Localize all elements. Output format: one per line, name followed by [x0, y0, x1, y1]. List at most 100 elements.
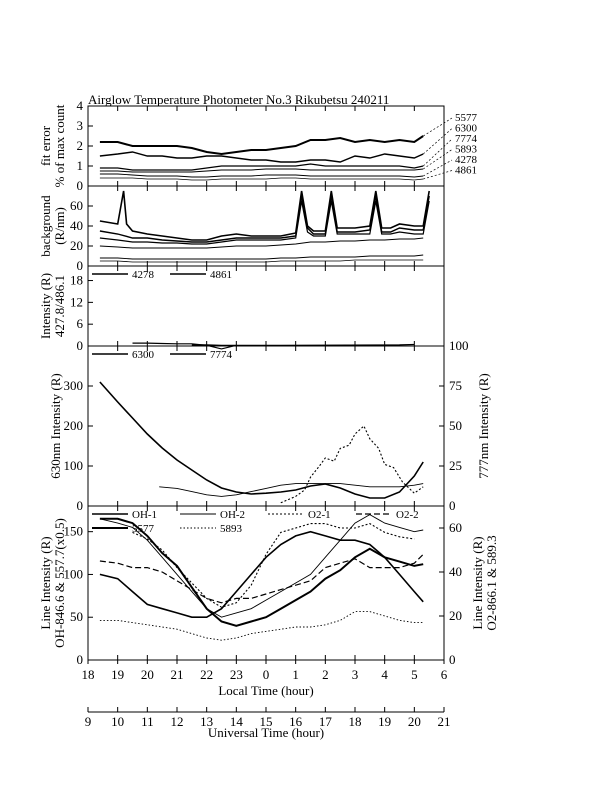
ut-tick-label: 13 — [200, 714, 213, 729]
series-line-6300 — [99, 381, 424, 499]
callout-label: 4278 — [455, 154, 478, 166]
y-right-tick-label: 75 — [449, 378, 462, 393]
y-tick-label: 18 — [70, 273, 83, 288]
ut-tick-label: 20 — [408, 714, 421, 729]
y-tick-label: 60 — [70, 198, 83, 213]
y-right-axis-label: 777nm Intensity (R) — [476, 373, 491, 478]
series-line-7774 — [99, 163, 424, 171]
legend-label: 4861 — [210, 269, 232, 281]
series-line-4278 — [99, 173, 424, 178]
series-line-6300 — [99, 195, 430, 243]
legend-label: OH-2 — [220, 509, 245, 521]
y-axis-label: Intensity (R) — [38, 273, 53, 339]
local-tick-label: 3 — [352, 667, 359, 682]
y-right-axis-label: Line Intensity (R) — [470, 536, 485, 629]
local-tick-label: 21 — [171, 667, 184, 682]
y-tick-label: 200 — [64, 418, 84, 433]
callout-leader — [423, 117, 453, 137]
legend-label: O2-2 — [396, 509, 419, 521]
series-line-o2-1 — [132, 523, 415, 608]
y-tick-label: 6 — [77, 316, 84, 331]
y-tick-label: 0 — [77, 652, 84, 667]
y-tick-label: 1 — [77, 158, 84, 173]
y-axis-label: 427.8/486.1 — [52, 275, 67, 337]
local-tick-label: 1 — [292, 667, 299, 682]
series-line-4861 — [191, 343, 415, 346]
series-line-o2-1 — [280, 425, 424, 504]
y-axis-label: background — [38, 195, 53, 257]
y-tick-label: 0 — [77, 498, 84, 513]
local-tick-label: 22 — [200, 667, 213, 682]
y-right-tick-label: 60 — [449, 520, 462, 535]
y-tick-label: 100 — [64, 566, 84, 581]
ut-tick-label: 18 — [349, 714, 362, 729]
local-tick-label: 4 — [381, 667, 388, 682]
ut-tick-label: 19 — [378, 714, 391, 729]
local-tick-label: 18 — [82, 667, 95, 682]
y-tick-label: 20 — [70, 238, 83, 253]
legend-label: 5893 — [220, 523, 243, 535]
callout-label: 4861 — [455, 165, 477, 177]
local-time-axis-label: Local Time (hour) — [218, 683, 313, 698]
legend-label: 4278 — [132, 269, 155, 281]
series-line-4861 — [99, 177, 424, 181]
y-right-tick-label: 50 — [449, 418, 462, 433]
y-axis-label: 630nm Intensity (R) — [48, 373, 63, 478]
y-tick-label: 2 — [77, 138, 84, 153]
figure-title: Airglow Temperature Photometer No.3 Riku… — [88, 92, 389, 107]
callout-leader — [423, 170, 453, 180]
y-tick-label: 40 — [70, 218, 83, 233]
y-right-tick-label: 0 — [449, 652, 456, 667]
y-tick-label: 12 — [70, 294, 83, 309]
legend-label: 6300 — [132, 349, 155, 361]
local-tick-label: 23 — [230, 667, 243, 682]
legend-label: OH-1 — [132, 509, 157, 521]
y-right-tick-label: 100 — [449, 338, 469, 353]
y-tick-label: 0 — [77, 178, 84, 193]
series-line-5577 — [99, 190, 430, 241]
series-line-5577 — [99, 135, 424, 156]
callout-label: 5893 — [455, 144, 478, 156]
callout-leader — [423, 128, 453, 155]
ut-tick-label: 15 — [260, 714, 273, 729]
local-tick-label: 19 — [111, 667, 124, 682]
series-line-7774 — [159, 483, 424, 497]
legend-label: 5577 — [132, 523, 155, 535]
y-right-tick-label: 0 — [449, 498, 456, 513]
y-tick-label: 50 — [70, 609, 83, 624]
local-tick-label: 5 — [411, 667, 418, 682]
panel-frame — [87, 185, 445, 267]
series-line-4278 — [132, 342, 237, 350]
ut-tick-label: 16 — [289, 714, 303, 729]
y-axis-label: % of max count — [52, 104, 67, 187]
legend-label: O2-1 — [308, 509, 331, 521]
legend-label: 7774 — [210, 349, 233, 361]
series-line-oh-2 — [99, 514, 424, 618]
y-axis-label: (R/nm) — [52, 207, 67, 245]
y-tick-label: 300 — [64, 378, 84, 393]
y-axis-label: fit error — [38, 125, 53, 166]
ut-tick-label: 12 — [171, 714, 184, 729]
local-tick-label: 2 — [322, 667, 329, 682]
callout-leader — [423, 149, 453, 170]
callout-label: 7774 — [455, 133, 478, 145]
series-line-4278 — [99, 254, 424, 260]
universal-time-axis-label: Universal Time (hour) — [208, 725, 324, 740]
series-line-5893 — [99, 611, 424, 641]
series-line-o2-2 — [99, 553, 424, 604]
y-tick-label: 100 — [64, 458, 84, 473]
callout-leader — [422, 138, 453, 167]
y-tick-label: 0 — [77, 258, 84, 273]
y-right-tick-label: 40 — [449, 564, 462, 579]
y-right-tick-label: 25 — [449, 458, 462, 473]
y-axis-label: Line Intensity (R) — [38, 536, 53, 629]
ut-tick-label: 17 — [319, 714, 333, 729]
ut-tick-label: 21 — [438, 714, 451, 729]
series-line-7774 — [99, 200, 430, 245]
local-tick-label: 20 — [141, 667, 154, 682]
local-tick-label: 0 — [263, 667, 270, 682]
y-tick-label: 3 — [77, 118, 84, 133]
